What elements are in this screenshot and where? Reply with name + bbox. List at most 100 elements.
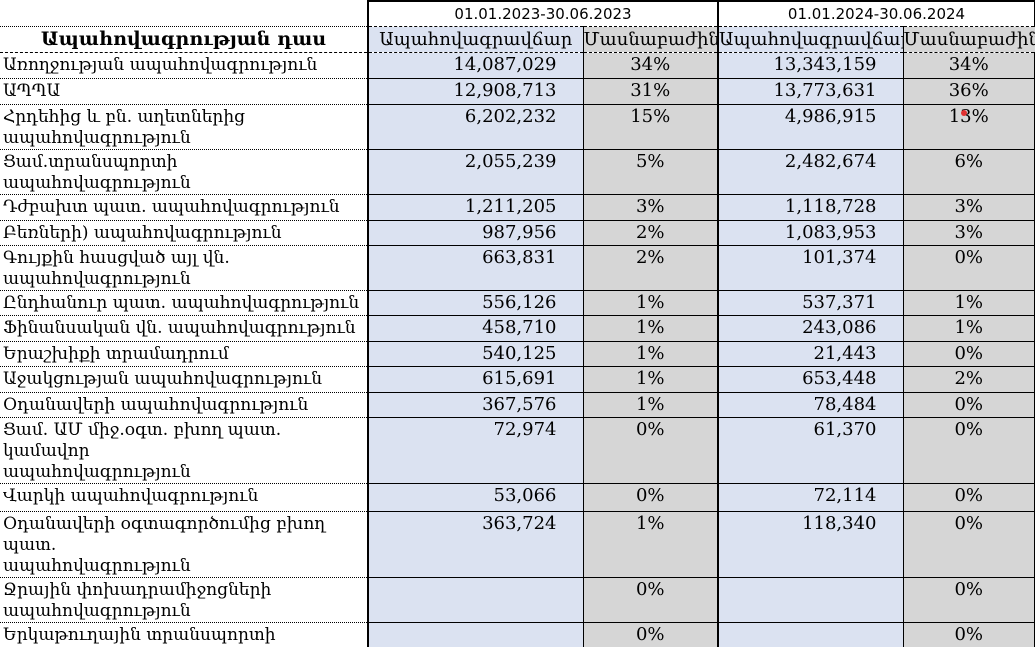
share-2023-cell: 15%	[583, 104, 719, 150]
share-2023-cell: 0%	[583, 483, 719, 512]
share-2023-cell: 1%	[583, 341, 719, 367]
premium-2024-cell: 4,986,915	[717, 104, 904, 150]
premium-2023-cell: 6,202,232	[367, 104, 584, 150]
class-label-cell: Ընդհանուր պատ. ապահովագրություն	[0, 290, 368, 316]
share-2023-cell: 3%	[583, 194, 719, 221]
premium-2023-cell: 663,831	[367, 245, 584, 291]
share-2024-cell: 0%	[903, 245, 1035, 291]
share-2023-cell: 2%	[583, 220, 719, 246]
class-label-cell: Հրդեհից և բն. աղետներից ապահովագրություն	[0, 104, 368, 150]
premium-header-2024: Ապահովագրավճար	[717, 26, 904, 53]
class-label-cell: Առողջության ապահովագրություն	[0, 52, 368, 79]
class-label-cell: Վարկի ապահովագրություն	[0, 483, 368, 512]
share-2023-cell: 5%	[583, 149, 719, 195]
premium-2024-cell: 101,374	[717, 245, 904, 291]
table-row: ԱՊՊԱ 12,908,713 31% 13,773,631 36%	[0, 78, 1035, 105]
class-label-cell: Երկաթուղային տրանսպորտի ապահովագրություն	[0, 622, 368, 647]
share-2023-cell: 1%	[583, 315, 719, 342]
share-2023-cell: 1%	[583, 290, 719, 316]
share-2023-cell: 1%	[583, 392, 719, 418]
premium-2023-cell: 556,126	[367, 290, 584, 316]
premium-2024-cell: 13,773,631	[717, 78, 904, 105]
premium-2024-cell: 13,343,159	[717, 52, 904, 79]
premium-2023-cell: 615,691	[367, 366, 584, 393]
share-2023-cell: 0%	[583, 622, 719, 647]
share-2023-cell: 1%	[583, 366, 719, 393]
class-label-cell: Օդանավերի օգտագործումից բխող պատ. ապահով…	[0, 511, 368, 578]
class-label-cell: Երաշխիքի տրամադրում	[0, 341, 368, 367]
table-row: Գույքին հասցված այլ վն. ապահովագրություն…	[0, 245, 1035, 291]
class-label-cell: Դժբախտ պատ. ապահովագրություն	[0, 194, 368, 221]
premium-2024-cell: 1,118,728	[717, 194, 904, 221]
period-header-2024: 01.01.2024-30.06.2024	[717, 0, 1035, 27]
share-2024-cell: 0%	[903, 622, 1035, 647]
table-row: Օդանավերի օգտագործումից բխող պատ. ապահով…	[0, 511, 1035, 578]
premium-2023-cell	[367, 577, 584, 623]
premium-2024-cell: 243,086	[717, 315, 904, 342]
class-column-header: Ապահովագրության դաս	[0, 26, 368, 53]
premium-2024-cell	[717, 577, 904, 623]
share-2024-cell: 1%	[903, 290, 1035, 316]
share-2023-cell: 1%	[583, 511, 719, 578]
share-2024-cell: 0%	[903, 392, 1035, 418]
premium-2023-cell: 363,724	[367, 511, 584, 578]
premium-2023-cell: 458,710	[367, 315, 584, 342]
table-row: Երկաթուղային տրանսպորտի ապահովագրություն…	[0, 622, 1035, 647]
share-2024-cell: 0%	[903, 511, 1035, 578]
share-2024-cell: 3%	[903, 194, 1035, 221]
premium-2023-cell	[367, 622, 584, 647]
class-label-cell: Օդանավերի ապահովագրություն	[0, 392, 368, 418]
premium-2024-cell: 537,371	[717, 290, 904, 316]
share-2024-cell: 3%	[903, 220, 1035, 246]
premium-2023-cell: 53,066	[367, 483, 584, 512]
class-label-cell: Աջակցության ապահովագրություն	[0, 366, 368, 393]
table-row: Բեռների) ապահովագրություն 987,956 2% 1,083,…	[0, 220, 1035, 246]
share-2024-cell: 2%	[903, 366, 1035, 393]
share-2023-cell: 0%	[583, 577, 719, 623]
premium-2023-cell: 1,211,205	[367, 194, 584, 221]
table-row: Ֆինանսական վն. ապահովագրություն 458,710 1%…	[0, 315, 1035, 342]
premium-2024-cell: 118,340	[717, 511, 904, 578]
share-2023-cell: 34%	[583, 52, 719, 79]
premium-2024-cell: 78,484	[717, 392, 904, 418]
share-2023-cell: 0%	[583, 417, 719, 484]
table-row: Ցամ. ԱՄ միջ.օգտ. բխող պատ. կամավոր ապահո…	[0, 417, 1035, 484]
share-2024-cell: 1%	[903, 315, 1035, 342]
premium-header-2023: Ապահովագրավճար	[367, 26, 584, 53]
corner-cell	[0, 1, 368, 27]
premium-2024-cell	[717, 622, 904, 647]
share-2023-cell: 31%	[583, 78, 719, 105]
premium-2024-cell: 72,114	[717, 483, 904, 512]
premium-2024-cell: 61,370	[717, 417, 904, 484]
share-2024-cell: 0%	[903, 483, 1035, 512]
premium-2023-cell: 14,087,029	[367, 52, 584, 79]
red-marker-dot-icon	[960, 109, 967, 116]
table-row: Ցամ.տրանսպորտի ապահովագրություն 2,055,239…	[0, 149, 1035, 195]
class-label-cell: Գույքին հասցված այլ վն. ապահովագրություն	[0, 245, 368, 291]
class-label-cell: Ցամ.տրանսպորտի ապահովագրություն	[0, 149, 368, 195]
share-2024-cell: 36%	[903, 78, 1035, 105]
share-2024-cell: 0%	[903, 417, 1035, 484]
period-header-2023: 01.01.2023-30.06.2023	[367, 0, 718, 27]
column-header-row: Ապահովագրության դաս Ապահովագրավճար Մասնա…	[0, 26, 1035, 53]
class-label-cell: Ցամ. ԱՄ միջ.օգտ. բխող պատ. կամավոր ապահո…	[0, 417, 368, 484]
period-header-row: 01.01.2023-30.06.2023 01.01.2024-30.06.2…	[0, 0, 1035, 27]
premium-2024-cell: 21,443	[717, 341, 904, 367]
table-row: Ջրային փոխադրամիջոցների ապահովագրություն…	[0, 577, 1035, 623]
table-row: Առողջության ապահովագրություն 14,087,029 34…	[0, 52, 1035, 79]
share-2024-cell: 6%	[903, 149, 1035, 195]
table-row: Հրդեհից և բն. աղետներից ապահովագրություն…	[0, 104, 1035, 150]
premium-2023-cell: 367,576	[367, 392, 584, 418]
premium-2023-cell: 72,974	[367, 417, 584, 484]
share-2024-cell: 0%	[903, 577, 1035, 623]
share-header-2023: Մասնաբաժին	[583, 26, 719, 53]
table-row: Վարկի ապահովագրություն 53,066 0% 72,114 0%	[0, 483, 1035, 512]
premium-2023-cell: 12,908,713	[367, 78, 584, 105]
premium-2023-cell: 540,125	[367, 341, 584, 367]
table-row: Աջակցության ապահովագրություն 615,691 1% 653…	[0, 366, 1035, 393]
premium-2024-cell: 653,448	[717, 366, 904, 393]
share-2024-cell: 13%	[903, 104, 1035, 150]
share-2024-cell: 0%	[903, 341, 1035, 367]
